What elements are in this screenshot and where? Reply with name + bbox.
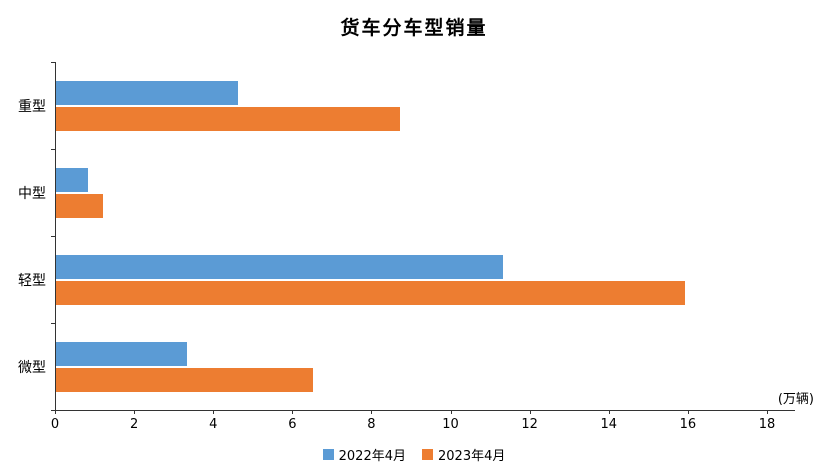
x-tick-label: 0 xyxy=(50,417,60,432)
x-axis-line xyxy=(55,410,795,411)
category-label: 微型 xyxy=(18,359,46,376)
x-tick-label: 8 xyxy=(367,417,376,432)
y-axis-tick xyxy=(51,62,55,63)
x-axis-tick xyxy=(55,410,56,414)
y-axis-tick xyxy=(51,323,55,324)
bar-2022年4月-微型 xyxy=(56,341,187,366)
bar-2022年4月-重型 xyxy=(56,80,238,105)
y-axis-tick xyxy=(51,410,55,411)
category-label: 重型 xyxy=(18,98,46,115)
bar-2023年4月-微型 xyxy=(56,367,314,392)
y-axis-tick xyxy=(51,236,55,237)
x-axis-tick xyxy=(371,410,373,414)
bar-2022年4月-轻型 xyxy=(56,254,503,279)
legend-swatch xyxy=(322,449,334,460)
x-axis-tick xyxy=(767,410,768,414)
x-axis-tick xyxy=(134,410,136,414)
x-tick-label: 6 xyxy=(288,417,297,432)
bar-2023年4月-重型 xyxy=(56,106,401,131)
x-tick-label: 2 xyxy=(129,417,139,432)
legend: 2022年4月 2023年4月 xyxy=(0,445,828,464)
bar-2023年4月-轻型 xyxy=(56,280,685,305)
legend-swatch xyxy=(422,449,433,460)
x-axis-tick xyxy=(213,410,215,414)
x-tick-label: 12 xyxy=(521,417,538,432)
legend-item-2023年4月: 2023年4月 xyxy=(422,445,505,464)
category-label: 中型 xyxy=(18,185,46,202)
y-axis-line xyxy=(55,62,56,410)
legend-label: 2022年4月 xyxy=(338,449,406,464)
legend-label: 2023年4月 xyxy=(438,449,506,464)
x-axis-tick xyxy=(450,410,452,414)
x-tick-label: 4 xyxy=(209,417,218,432)
axis-unit-label: (万辆) xyxy=(777,392,814,407)
bar-2022年4月-中型 xyxy=(56,167,88,192)
x-axis-tick xyxy=(608,410,610,414)
x-axis-tick xyxy=(687,410,689,414)
x-axis-tick xyxy=(292,410,294,414)
category-label: 轻型 xyxy=(18,272,46,289)
bar-2023年4月-中型 xyxy=(56,193,104,218)
x-tick-label: 16 xyxy=(679,417,697,432)
y-axis-tick xyxy=(51,149,55,150)
x-axis-tick xyxy=(529,410,531,414)
x-tick-label: 14 xyxy=(600,417,618,432)
legend-item-2022年4月: 2022年4月 xyxy=(322,445,406,464)
chart-title: 货车分车型销量 xyxy=(340,17,488,39)
x-tick-label: 10 xyxy=(442,417,459,432)
x-tick-label: 18 xyxy=(758,417,776,432)
